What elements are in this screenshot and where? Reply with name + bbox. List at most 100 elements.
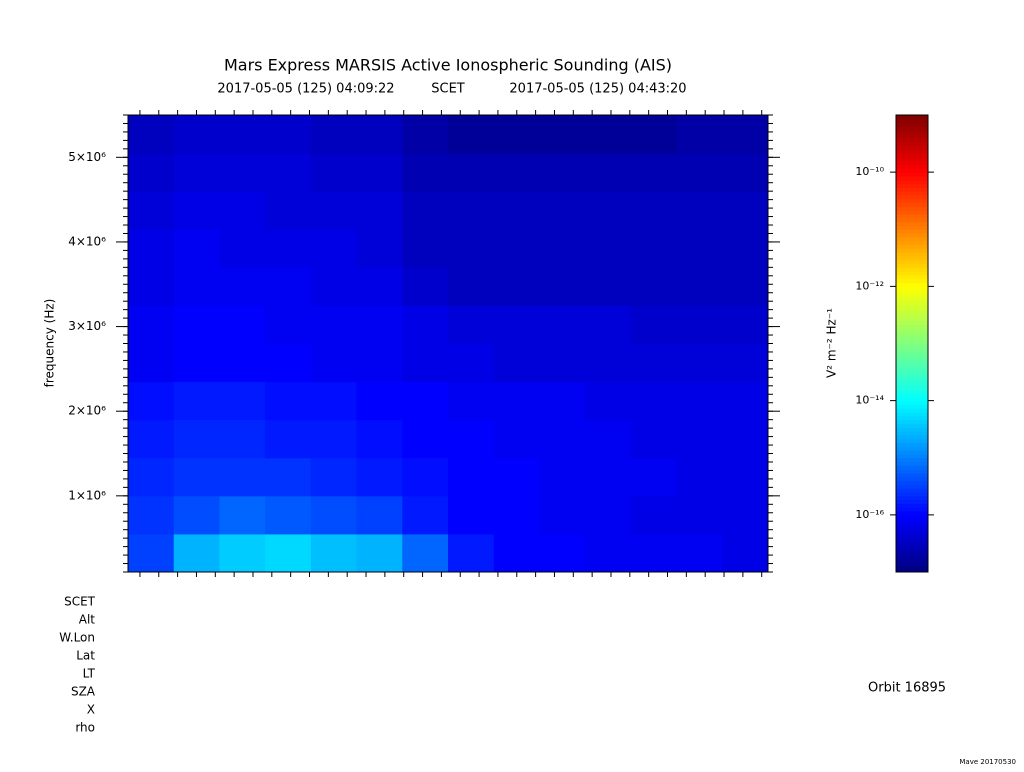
heatmap-cell bbox=[493, 381, 540, 421]
colorbar-swatch bbox=[896, 141, 928, 146]
y-tick-label: 2×10⁶ bbox=[68, 404, 106, 418]
colorbar-swatch bbox=[896, 556, 928, 562]
heatmap-cell bbox=[356, 229, 403, 268]
heatmap-cell bbox=[310, 305, 358, 344]
colorbar-swatch bbox=[896, 530, 928, 535]
colorbar-swatch bbox=[896, 263, 928, 268]
heatmap-cell bbox=[173, 419, 220, 459]
colorbar-swatch bbox=[896, 552, 928, 558]
colorbar-swatch bbox=[896, 172, 928, 177]
heatmap-cell bbox=[585, 495, 632, 535]
colorbar-swatch bbox=[896, 472, 928, 478]
heatmap-cell bbox=[265, 305, 312, 344]
colorbar-swatch bbox=[896, 484, 928, 489]
heatmap-cell bbox=[585, 153, 632, 192]
colorbar-swatch bbox=[896, 214, 928, 219]
heatmap-cell bbox=[722, 381, 769, 421]
colorbar-swatch bbox=[896, 324, 928, 329]
colorbar-swatch bbox=[896, 488, 928, 493]
heatmap-cell bbox=[722, 457, 769, 497]
colorbar-swatch bbox=[896, 175, 928, 181]
heatmap-cell bbox=[448, 381, 495, 421]
colorbar-swatch bbox=[896, 156, 928, 162]
heatmap-cell bbox=[676, 457, 723, 497]
colorbar-swatch bbox=[896, 518, 928, 523]
heatmap-cell bbox=[310, 229, 358, 268]
heatmap-cell bbox=[493, 229, 540, 268]
heatmap-cell bbox=[676, 305, 723, 344]
heatmap-cell bbox=[219, 533, 266, 573]
colorbar-swatch bbox=[896, 217, 928, 223]
y-tick-label: 1×10⁶ bbox=[68, 488, 106, 502]
heatmap-cell bbox=[310, 153, 358, 192]
heatmap-cell bbox=[676, 267, 723, 306]
heatmap-cell bbox=[128, 419, 175, 459]
heatmap-cell bbox=[356, 115, 403, 154]
heatmap-cell bbox=[630, 115, 678, 154]
colorbar-swatch bbox=[896, 549, 928, 554]
heatmap-cell bbox=[493, 457, 540, 497]
colorbar-swatch bbox=[896, 290, 928, 295]
colorbar-swatch bbox=[896, 164, 928, 169]
colorbar-swatch bbox=[896, 183, 928, 188]
colorbar-swatch bbox=[896, 248, 928, 253]
heatmap-cell bbox=[539, 381, 586, 421]
heatmap-cell bbox=[585, 457, 632, 497]
colorbar-swatch bbox=[896, 495, 928, 501]
heatmap-cell bbox=[630, 153, 678, 192]
heatmap-cell bbox=[493, 495, 540, 535]
heatmap-cell bbox=[539, 457, 586, 497]
heatmap-cell bbox=[493, 343, 540, 383]
colorbar-swatch bbox=[896, 377, 928, 383]
colorbar-swatch bbox=[896, 469, 928, 474]
heatmap-cell bbox=[493, 153, 540, 192]
heatmap-cell bbox=[265, 419, 312, 459]
heatmap-cell bbox=[219, 153, 266, 192]
credit: Mave 20170530 bbox=[959, 758, 1016, 766]
heatmap-cell bbox=[219, 191, 266, 230]
heatmap-cell bbox=[722, 267, 769, 306]
orbit-label: Orbit 16895 bbox=[868, 681, 946, 696]
heatmap-cell bbox=[265, 495, 312, 535]
colorbar-swatch bbox=[896, 499, 928, 504]
colorbar-swatch bbox=[896, 526, 928, 531]
colorbar-swatch bbox=[896, 457, 928, 463]
colorbar-swatch bbox=[896, 461, 928, 466]
colorbar-swatch bbox=[896, 259, 928, 265]
colorbar-swatch bbox=[896, 427, 928, 432]
heatmap-cell bbox=[630, 305, 678, 344]
heatmap-cell bbox=[128, 343, 175, 383]
heatmap-cell bbox=[539, 419, 586, 459]
heatmap-cell bbox=[630, 495, 678, 535]
heatmap-cell bbox=[402, 381, 449, 421]
heatmap-cell bbox=[448, 229, 495, 268]
heatmap-cell bbox=[539, 305, 586, 344]
heatmap-cell bbox=[128, 191, 175, 230]
heatmap-cell bbox=[356, 343, 403, 383]
heatmap-cell bbox=[173, 115, 220, 154]
heatmap-cell bbox=[265, 115, 312, 154]
heatmap-cell bbox=[402, 419, 449, 459]
heatmap-cell bbox=[128, 267, 175, 306]
heatmap-cell bbox=[356, 267, 403, 306]
heatmap-cell bbox=[310, 191, 358, 230]
colorbar-swatch bbox=[896, 541, 928, 546]
heatmap-cell bbox=[448, 533, 495, 573]
colorbar-swatch bbox=[896, 453, 928, 459]
colorbar-swatch bbox=[896, 297, 928, 303]
heatmap-cell bbox=[585, 305, 632, 344]
colorbar-swatch bbox=[896, 126, 928, 131]
heatmap-cell bbox=[265, 153, 312, 192]
colorbar-swatch bbox=[896, 476, 928, 482]
heatmap-cell bbox=[676, 343, 723, 383]
heatmap-cell bbox=[402, 191, 449, 230]
heatmap-cell bbox=[722, 419, 769, 459]
colorbar-swatch bbox=[896, 149, 928, 154]
colorbar-swatch bbox=[896, 347, 928, 352]
heatmap-cell bbox=[585, 229, 632, 268]
heatmap-cell bbox=[722, 495, 769, 535]
heatmap-cell bbox=[356, 191, 403, 230]
heatmap-cell bbox=[402, 267, 449, 306]
colorbar-swatch bbox=[896, 335, 928, 341]
colorbar-swatch bbox=[896, 244, 928, 249]
